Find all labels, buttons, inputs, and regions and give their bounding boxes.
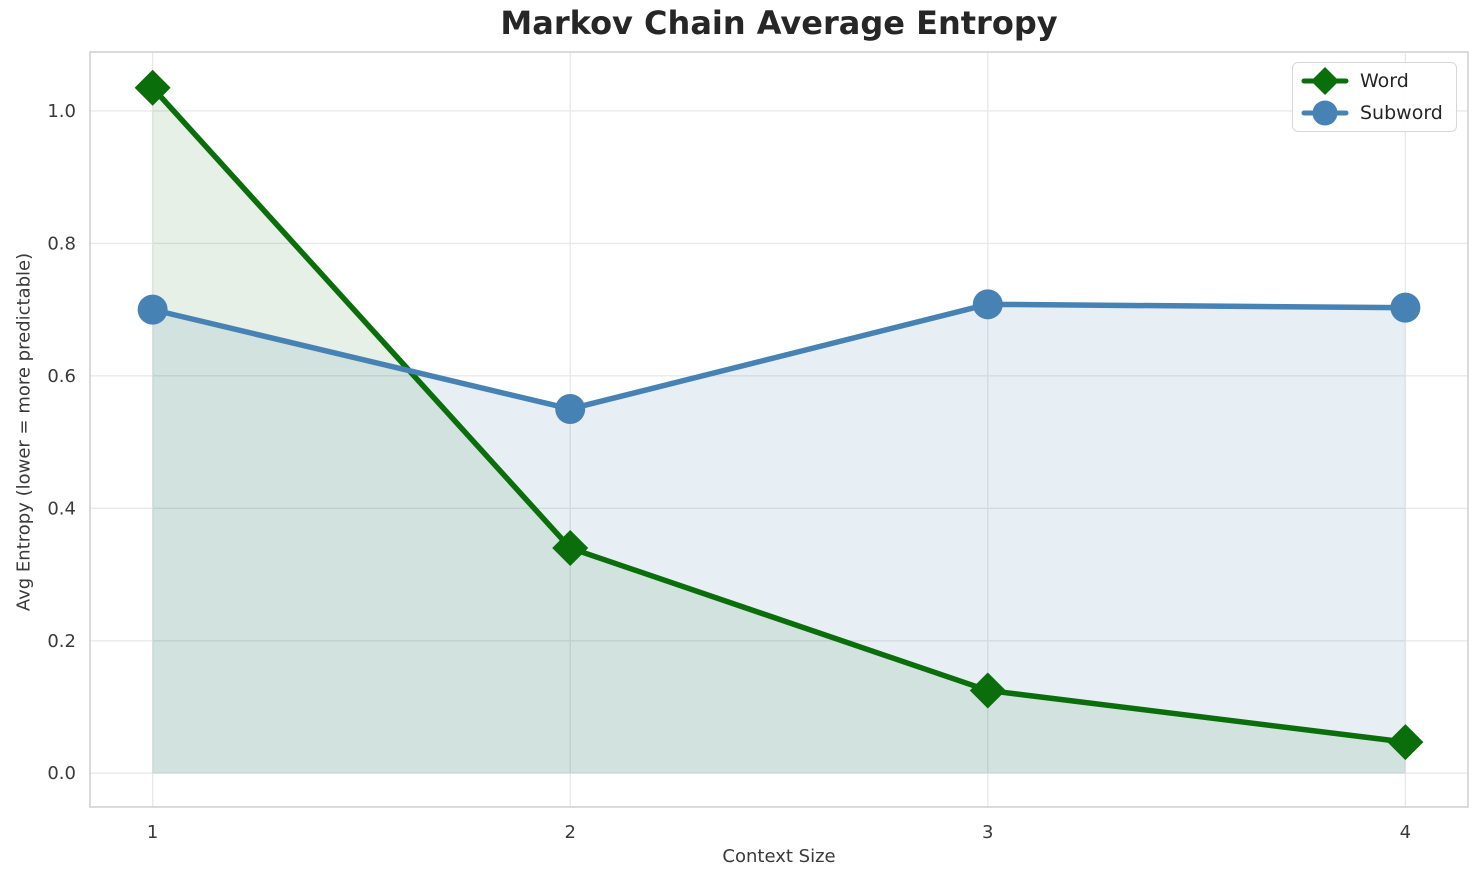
svg-text:0.6: 0.6	[47, 366, 76, 387]
y-axis-label: Avg Entropy (lower = more predictable)	[13, 252, 35, 612]
legend-item-subword: Subword	[1301, 98, 1443, 128]
x-axis-label: Context Size	[722, 846, 836, 867]
svg-text:0.2: 0.2	[47, 631, 76, 652]
word-diamond-marker-icon	[1301, 67, 1349, 95]
svg-text:0.0: 0.0	[47, 763, 76, 784]
svg-text:0.8: 0.8	[47, 233, 76, 254]
legend-label-subword: Subword	[1360, 102, 1443, 124]
legend-label-word: Word	[1360, 70, 1409, 92]
svg-text:0.4: 0.4	[47, 498, 76, 519]
legend: Word Subword	[1292, 62, 1457, 132]
chart-title: Markov Chain Average Entropy	[500, 4, 1058, 42]
svg-text:4: 4	[1400, 822, 1411, 843]
svg-text:1: 1	[147, 822, 158, 843]
legend-item-word: Word	[1301, 66, 1443, 96]
svg-text:2: 2	[564, 822, 575, 843]
svg-text:3: 3	[982, 822, 993, 843]
svg-text:1.0: 1.0	[47, 101, 76, 122]
subword-circle-marker-icon	[1301, 100, 1349, 126]
